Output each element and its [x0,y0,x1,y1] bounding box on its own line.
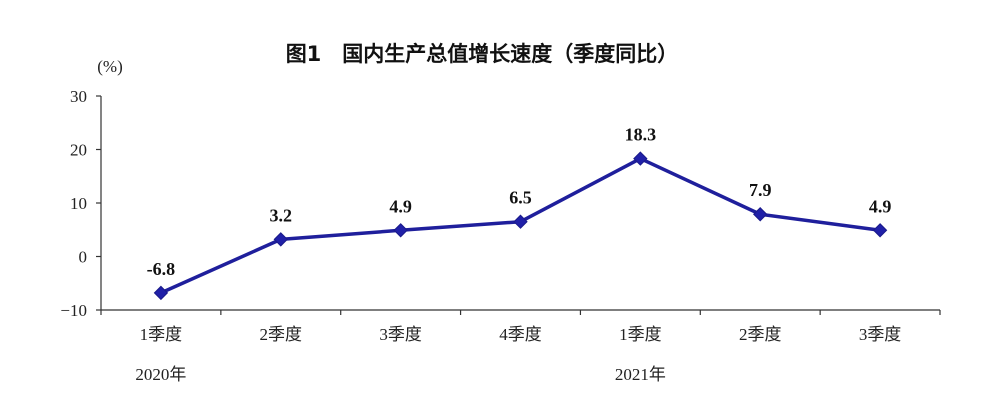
data-point [633,151,648,166]
x-tick-label: 3季度 [379,325,422,344]
chart-title: 图1 国内生产总值增长速度（季度同比） [286,42,679,66]
x-tick-label: 1季度 [140,325,183,344]
data-labels: -6.8 3.2 4.9 6.5 18.3 7.9 4.9 [147,125,892,279]
data-point [153,285,169,301]
data-label: 3.2 [270,205,293,225]
x-tick-label: 1季度 [619,325,662,344]
x-tick-label: 2季度 [739,325,782,344]
x-axis-ticks: 1季度 2季度 3季度 4季度 1季度 2季度 3季度 2020年 2021年 [100,310,941,384]
data-label: -6.8 [147,259,176,279]
data-point [393,223,408,238]
y-axis-ticks: 30 20 10 0 −10 [60,87,101,320]
data-point [513,214,528,229]
x-tick-label: 3季度 [859,325,902,344]
y-unit-label: (%) [97,57,122,76]
series-group [153,151,888,301]
y-tick-label: 30 [70,87,87,106]
data-label: 4.9 [389,196,412,216]
y-tick-label: 0 [79,248,88,267]
data-label: 18.3 [625,125,657,145]
x-tick-label: 4季度 [499,325,542,344]
y-tick-label: 20 [70,141,87,160]
x-tick-label: 2季度 [260,325,303,344]
data-label: 6.5 [509,188,532,208]
data-point [753,207,768,222]
y-tick-label: −10 [60,301,87,320]
y-tick-label: 10 [70,194,87,213]
year-label: 2020年 [135,365,186,384]
data-point [872,223,888,238]
data-label: 7.9 [749,180,772,200]
data-label: 4.9 [869,196,892,216]
data-point [273,232,288,247]
year-label: 2021年 [615,365,666,384]
